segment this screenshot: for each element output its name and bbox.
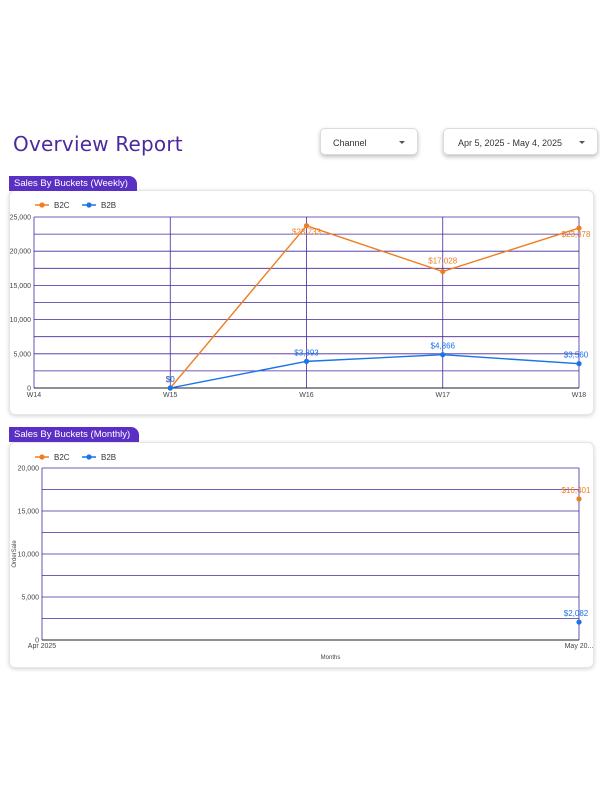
legend-marker — [39, 202, 45, 208]
legend-label: B2C — [54, 453, 70, 462]
data-point-b2b — [303, 358, 310, 364]
data-label-b2c: $16,401 — [562, 486, 591, 495]
x-tick-label: W16 — [299, 392, 314, 399]
date-range-value: Apr 5, 2025 - May 4, 2025 — [458, 138, 563, 148]
date-range-dropdown[interactable]: Apr 5, 2025 - May 4, 2025 — [443, 128, 598, 155]
legend-marker — [86, 454, 92, 460]
y-tick-label: 10,000 — [18, 552, 40, 559]
y-tick-label: 25,000 — [10, 215, 32, 222]
series-line-b2b — [170, 354, 580, 389]
data-label-b2b: $4,866 — [431, 342, 456, 351]
y-tick-label: 0 — [35, 638, 39, 645]
data-label-b2b: $2,082 — [564, 609, 589, 618]
y-tick-label: 15,000 — [10, 283, 32, 290]
y-axis-title: OrderSale — [12, 540, 18, 568]
legend-label: B2C — [54, 201, 70, 210]
channel-filter-dropdown[interactable]: Channel — [320, 128, 418, 155]
x-tick-label: W15 — [163, 392, 178, 399]
legend-label: B2B — [101, 201, 116, 210]
data-label-b2c: $0 — [166, 375, 175, 384]
data-label-b2b: $0 — [166, 375, 175, 384]
x-tick-label: W14 — [27, 392, 42, 399]
y-tick-label: 20,000 — [10, 249, 32, 256]
data-point-b2c — [440, 268, 446, 275]
x-tick-label: W17 — [436, 392, 451, 399]
data-label-b2c: $17,028 — [428, 257, 457, 266]
monthly-chart-title: Sales By Buckets (Monthly) — [9, 427, 140, 442]
data-point-b2b — [167, 385, 173, 391]
data-point-b2c — [576, 496, 582, 502]
y-tick-label: 5,000 — [21, 595, 39, 602]
legend-item-b2c: B2C — [35, 453, 70, 462]
data-label-b2b: $3,893 — [294, 348, 319, 357]
caret-down-icon — [579, 141, 585, 144]
data-point-b2b — [576, 619, 582, 625]
data-point-b2b — [576, 361, 582, 367]
legend-marker — [39, 454, 45, 460]
y-tick-label: 0 — [27, 386, 31, 393]
caret-down-icon — [399, 141, 405, 144]
data-label-b2b: $3,560 — [564, 351, 589, 360]
legend-item-b2c: B2C — [35, 201, 70, 210]
legend-item-b2b: B2B — [82, 453, 116, 462]
data-point-b2b — [440, 352, 446, 358]
monthly-chart: 0 5,000 10,000 15,000 20,000 Apr 2025 May 20..… — [12, 453, 593, 661]
data-point-b2c — [576, 225, 582, 231]
legend-item-b2b: B2B — [82, 201, 116, 210]
x-tick-label: May 20... — [565, 643, 594, 650]
y-tick-label: 20,000 — [18, 466, 40, 473]
x-tick-label: W18 — [572, 392, 587, 399]
y-tick-label: 5,000 — [13, 351, 31, 358]
data-label-b2c: $23,733 — [292, 228, 321, 237]
monthly-chart-card — [9, 442, 594, 668]
data-label-b2c: $23,378 — [562, 230, 591, 239]
weekly-chart: 0 5,000 10,000 15,000 20,000 25,000 W14 W15 W16 W… — [10, 201, 591, 399]
page-title: Overview Report — [13, 132, 183, 156]
x-tick-label: Apr 2025 — [28, 643, 57, 650]
channel-filter-label: Channel — [333, 138, 367, 148]
legend-label: B2B — [101, 453, 116, 462]
data-point-b2c — [303, 223, 310, 229]
x-axis-title: Months — [321, 655, 341, 661]
weekly-chart-title: Sales By Buckets (Weekly) — [9, 176, 137, 191]
y-tick-label: 15,000 — [18, 509, 40, 516]
y-tick-label: 10,000 — [10, 317, 32, 324]
series-line-b2c — [169, 224, 580, 389]
legend-marker — [86, 202, 92, 208]
